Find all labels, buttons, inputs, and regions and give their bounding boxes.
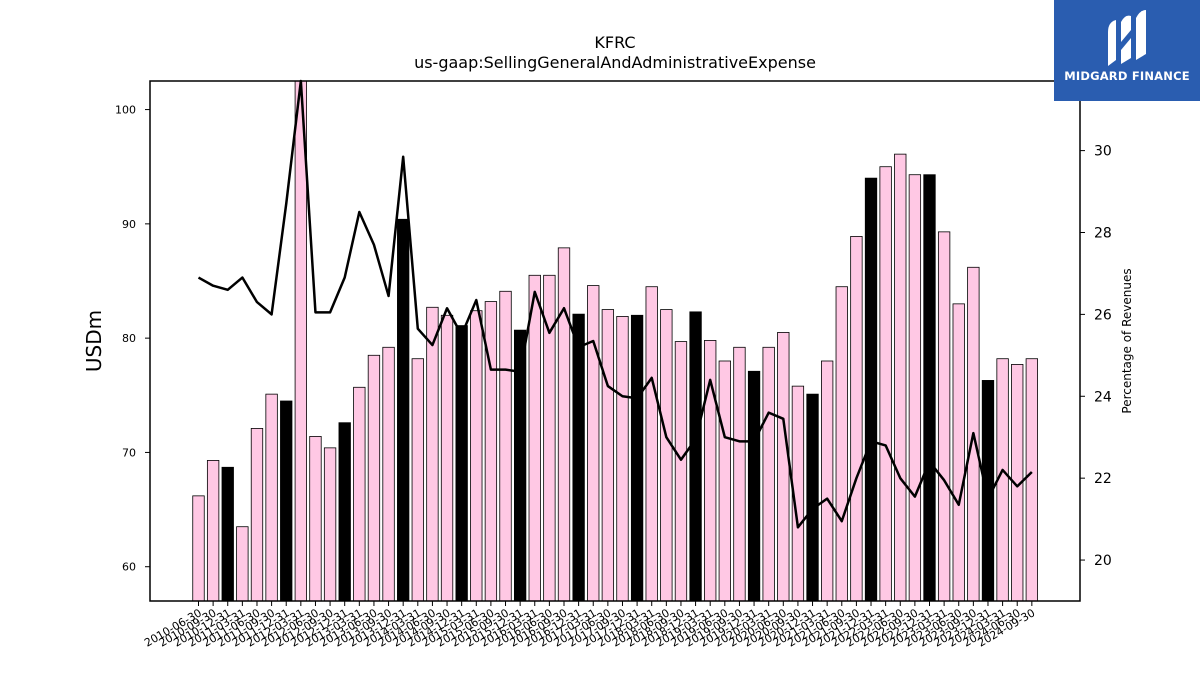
y2-tick-label: 24 (1094, 389, 1112, 405)
bar-2018-03-31 (645, 286, 658, 602)
bar-2014-12-31 (455, 325, 468, 602)
bar-2016-12-31 (572, 313, 585, 602)
bar-2017-03-31 (587, 285, 600, 602)
bar-2016-03-31 (528, 274, 541, 602)
y-tick-label: 100 (115, 104, 136, 117)
bar-2010-06-30 (192, 495, 205, 602)
bar-2022-06-30 (894, 153, 907, 602)
x-axis: 2010-06-302010-09-302010-12-312011-03-31… (142, 601, 1037, 650)
bar-2022-12-31 (923, 174, 936, 602)
bar-2021-03-31 (821, 360, 834, 602)
bar-2016-09-30 (557, 247, 571, 602)
bar-2017-09-30 (616, 316, 629, 602)
y2-tick-label: 22 (1094, 471, 1112, 487)
bar-2020-12-31 (806, 393, 819, 602)
bar-2017-06-30 (601, 309, 615, 602)
bar-2017-12-31 (630, 314, 644, 602)
bar-2013-09-30 (382, 346, 395, 602)
y2-tick-label: 20 (1094, 553, 1112, 569)
bar-2014-06-30 (426, 306, 439, 602)
y-axis-left: 60 70 80 90 100 (115, 104, 150, 574)
bar-2018-06-30 (660, 309, 673, 602)
bar-2018-12-31 (689, 311, 702, 602)
bar-2012-06-30 (309, 436, 322, 602)
y2-tick-label: 26 (1094, 307, 1112, 323)
y-axis-label: USDm (82, 310, 106, 372)
bar-2022-03-31 (879, 166, 892, 602)
bar-2020-06-30 (777, 332, 790, 602)
bar-2015-09-30 (499, 290, 512, 602)
bar-2011-09-30 (265, 393, 278, 602)
y-tick-label: 80 (122, 332, 136, 345)
bar-2012-12-31 (338, 422, 351, 602)
bar-2011-06-30 (250, 428, 264, 602)
bar-2010-09-30 (206, 460, 220, 602)
bar-2020-03-31 (762, 346, 775, 602)
chart-title: KFRC (594, 33, 635, 52)
bar-2013-06-30 (367, 354, 381, 602)
y2-tick-label: 30 (1094, 144, 1112, 160)
percentage-line (197, 79, 1033, 529)
bar-2014-03-31 (411, 358, 424, 602)
y-axis-right: 20 22 24 26 28 30 (1080, 144, 1112, 569)
bar-2010-12-31 (221, 466, 234, 602)
bar-2011-03-31 (236, 526, 249, 602)
bar-2019-09-30 (733, 346, 746, 602)
bar-2011-12-31 (280, 400, 293, 602)
bar-2021-12-31 (864, 177, 878, 602)
bars-group (192, 80, 1038, 602)
bar-2023-06-30 (952, 303, 965, 602)
bar-2018-09-30 (674, 341, 688, 602)
y-tick-label: 90 (122, 218, 136, 231)
bar-2013-12-31 (397, 218, 410, 602)
y-tick-label: 60 (122, 561, 136, 574)
bar-2014-09-30 (440, 314, 454, 602)
bar-2022-09-30 (908, 174, 922, 602)
brand-logo: MIDGARD FINANCE (1054, 0, 1200, 101)
bar-2021-09-30 (850, 236, 863, 602)
y2-tick-label: 28 (1094, 225, 1112, 241)
midgard-logo-icon (1108, 10, 1146, 66)
chart-subtitle: us-gaap:SellingGeneralAndAdministrativeE… (414, 53, 816, 72)
bar-2023-03-31 (937, 231, 951, 602)
bar-2012-09-30 (323, 447, 337, 602)
bar-2019-12-31 (747, 370, 761, 602)
bar-2015-03-31 (470, 310, 483, 602)
brand-name: MIDGARD FINANCE (1064, 69, 1190, 83)
bar-2019-06-30 (718, 360, 731, 602)
bar-2024-09-30 (1025, 358, 1038, 602)
bar-2021-06-30 (835, 286, 848, 602)
y-tick-label: 70 (122, 446, 136, 459)
y2-axis-label: Percentage of Revenues (1120, 268, 1134, 413)
plot-frame (149, 80, 1081, 602)
bar-2013-03-31 (353, 386, 366, 602)
